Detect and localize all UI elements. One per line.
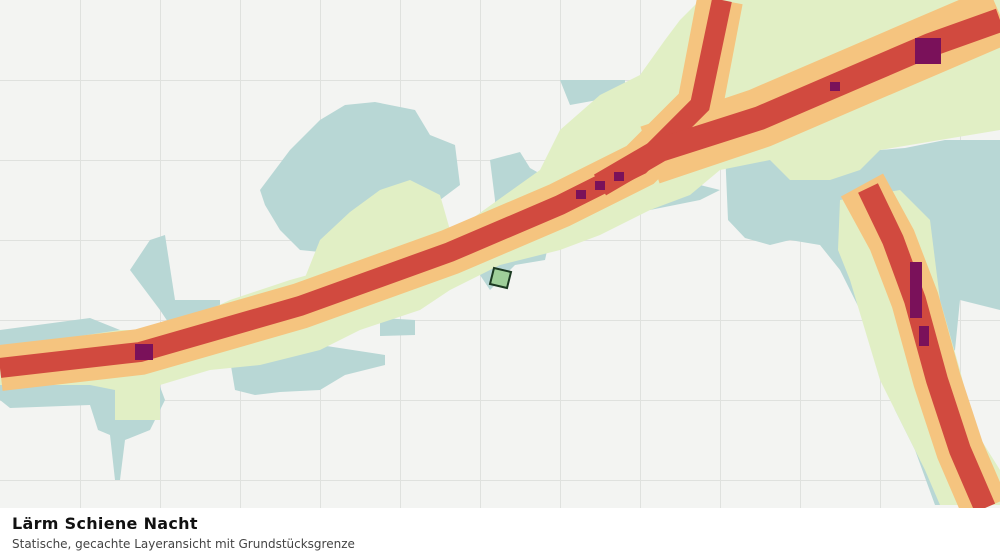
noise-zone [560,80,625,105]
map-subtitle: Statische, gecachte Layeransicht mit Gru… [12,537,355,551]
noise-zone-highest [135,38,941,360]
noise-zone [260,102,460,255]
noise-spot [919,326,929,346]
noise-spot [576,190,586,199]
noise-spot [135,344,153,360]
noise-band [0,0,732,378]
map [0,0,1000,508]
noise-spot [614,172,624,181]
noise-spot [910,262,922,318]
noise-zone [380,318,415,336]
map-title: Lärm Schiene Nacht [12,514,198,533]
noise-spot [915,38,941,64]
parcel-boundary[interactable] [488,266,513,290]
noise-spot [830,82,840,91]
noise-spot [595,181,605,190]
footer: Lärm Schiene Nacht Statische, gecachte L… [0,508,1000,560]
noise-band [593,8,1000,196]
